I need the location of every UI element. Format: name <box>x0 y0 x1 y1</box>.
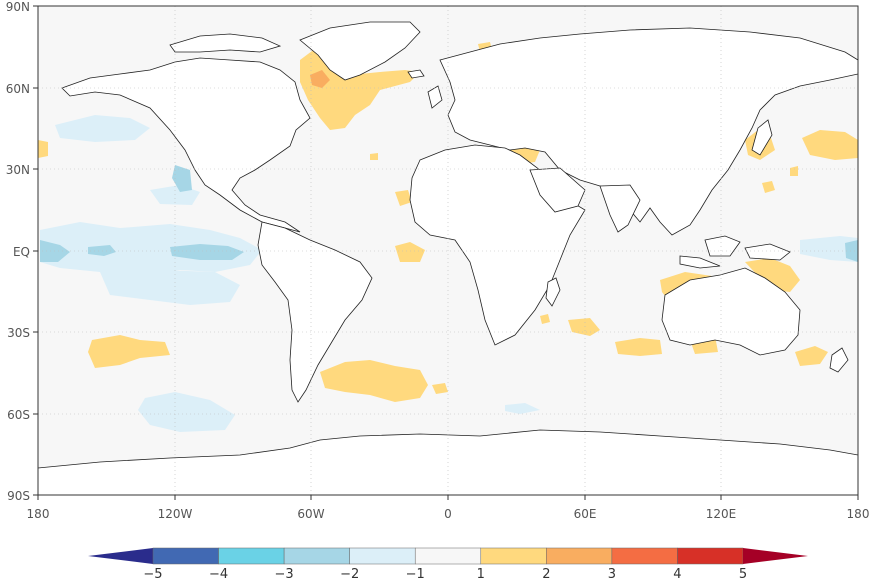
colorbar-segment <box>349 547 416 565</box>
colorbar-label: 2 <box>542 567 550 581</box>
x-tick-label: 0 <box>444 507 452 521</box>
colorbar-label: −1 <box>406 567 425 581</box>
tick-marks <box>33 5 859 500</box>
x-tick-label: 60W <box>297 507 324 521</box>
gridlines <box>38 6 858 495</box>
x-tick-label: 120E <box>706 507 737 521</box>
colorbar-label: −3 <box>275 567 294 581</box>
colorbar-label: 4 <box>673 567 681 581</box>
colorbar-segment <box>611 547 678 565</box>
colorbar-segment <box>414 547 482 565</box>
y-tick-label: 90S <box>7 489 30 503</box>
colorbar-arrow-high <box>743 548 808 564</box>
x-tick-label: 60E <box>574 507 597 521</box>
colorbar-segment <box>480 547 547 565</box>
colorbar-segment <box>218 547 285 565</box>
colorbar-label: 1 <box>477 567 485 581</box>
colorbar-segment <box>152 547 219 565</box>
colorbar-label: −2 <box>340 567 359 581</box>
y-tick-label: 60N <box>6 82 30 96</box>
colorbar-label: −5 <box>143 567 162 581</box>
colorbar-segment <box>283 547 350 565</box>
y-tick-label: 60S <box>7 408 30 422</box>
colorbar-label: −4 <box>209 567 228 581</box>
colorbar-segment <box>546 547 613 565</box>
x-tick-label: 180 <box>847 507 870 521</box>
y-tick-label: 90N <box>6 0 30 14</box>
y-tick-label: 30S <box>7 326 30 340</box>
colorbar-label: 3 <box>608 567 616 581</box>
cool-anomalies <box>40 115 858 432</box>
land-masses <box>38 21 858 495</box>
x-tick-label: 120W <box>158 507 193 521</box>
colorbar: −5 −4 −3 −2 −1 1 2 3 4 5 <box>88 547 808 581</box>
colorbar-segment <box>677 547 744 565</box>
x-tick-label: 180 <box>27 507 50 521</box>
colorbar-arrow-low <box>88 548 153 564</box>
y-tick-label: EQ <box>13 245 30 259</box>
colorbar-label: 5 <box>739 567 747 581</box>
y-tick-label: 30N <box>6 163 30 177</box>
